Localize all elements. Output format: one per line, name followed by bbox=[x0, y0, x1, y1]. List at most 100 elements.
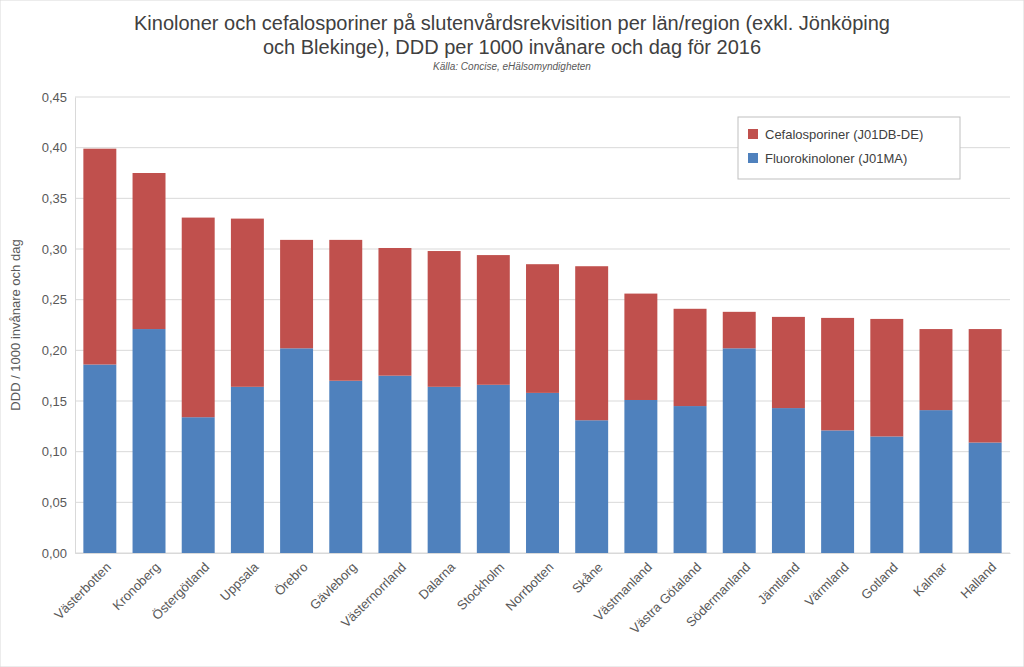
x-tick: Norrbotten bbox=[503, 553, 557, 614]
y-tick: 0,45 bbox=[42, 90, 75, 105]
x-tick-label: Gävleborg bbox=[307, 560, 360, 613]
x-tick: Skåne bbox=[569, 553, 606, 596]
x-tick: Kalmar bbox=[910, 553, 950, 599]
x-tick-label: Kalmar bbox=[910, 559, 950, 599]
bar bbox=[920, 410, 953, 553]
bar bbox=[477, 255, 510, 385]
x-tick-label: Värmland bbox=[802, 560, 852, 610]
x-tick-label: Gotland bbox=[858, 560, 901, 603]
bar bbox=[870, 436, 903, 553]
bar bbox=[182, 218, 215, 418]
x-tick-label: Jämtland bbox=[755, 560, 803, 608]
x-tick: Jämtland bbox=[755, 553, 803, 607]
plot: 0,000,050,100,150,200,250,300,350,400,45… bbox=[42, 90, 1011, 637]
title-line: och Blekinge), DDD per 1000 invånare och… bbox=[263, 36, 761, 58]
y-tick-label: 0,05 bbox=[42, 495, 67, 510]
grid-line bbox=[75, 249, 1010, 250]
y-tick-label: 0,45 bbox=[42, 90, 67, 105]
y-tick: 0,00 bbox=[42, 546, 75, 561]
x-tick: Gävleborg bbox=[307, 553, 360, 613]
legend-swatch bbox=[748, 129, 758, 139]
x-tick: Dalarna bbox=[415, 553, 458, 602]
y-tick-label: 0,20 bbox=[42, 343, 67, 358]
grid-line bbox=[75, 97, 1010, 98]
grid bbox=[75, 97, 1010, 553]
bar bbox=[231, 387, 264, 553]
x-tick-label: Uppsala bbox=[217, 559, 262, 604]
y-tick: 0,15 bbox=[42, 394, 75, 409]
y-tick: 0,25 bbox=[42, 292, 75, 307]
x-tick-label: Dalarna bbox=[415, 559, 458, 602]
bar bbox=[969, 443, 1002, 553]
y-tick-label: 0,35 bbox=[42, 191, 67, 206]
bar bbox=[821, 430, 854, 553]
bar bbox=[723, 348, 756, 553]
x-tick: Västerbotten bbox=[51, 553, 114, 622]
title: Kinoloner och cefalosporiner på slutenvå… bbox=[134, 12, 890, 58]
x-tick: Stockholm bbox=[454, 553, 508, 613]
x-tick: Västernorrland bbox=[338, 553, 409, 630]
bar bbox=[280, 240, 313, 348]
bar bbox=[83, 365, 116, 553]
y-axis-line bbox=[75, 98, 76, 554]
title-line: Kinoloner och cefalosporiner på slutenvå… bbox=[134, 12, 890, 34]
bar bbox=[133, 173, 166, 329]
bar bbox=[674, 406, 707, 553]
y-tick-label: 0,00 bbox=[42, 546, 67, 561]
y-axis-title: DDD / 1000 invånare och dag bbox=[8, 239, 23, 410]
background bbox=[0, 0, 1024, 667]
grid-line bbox=[75, 198, 1010, 199]
bar bbox=[133, 329, 166, 553]
bar bbox=[329, 381, 362, 553]
y-tick: 0,35 bbox=[42, 191, 75, 206]
bar bbox=[378, 248, 411, 376]
y-tick: 0,10 bbox=[42, 444, 75, 459]
y-tick: 0,20 bbox=[42, 343, 75, 358]
legend: Cefalosporiner (J01DB-DE) Fluorokinoloner… bbox=[738, 117, 960, 179]
x-tick: Värmland bbox=[802, 553, 852, 609]
y-tick: 0,05 bbox=[42, 495, 75, 510]
bar bbox=[920, 329, 953, 410]
bar bbox=[624, 400, 657, 553]
x-tick: Halland bbox=[957, 553, 999, 601]
subtitle: Källa: Concise, eHälsomyndigheten bbox=[433, 61, 591, 72]
legend-label: Cefalosporiner (J01DB-DE) bbox=[765, 127, 923, 142]
bar bbox=[329, 240, 362, 381]
x-tick-label: Södermanland bbox=[683, 560, 753, 630]
bar bbox=[969, 329, 1002, 442]
bar bbox=[182, 417, 215, 553]
bar bbox=[83, 149, 116, 365]
bar bbox=[772, 317, 805, 408]
x-tick: Uppsala bbox=[217, 553, 262, 604]
x-axis-line bbox=[76, 553, 1011, 554]
x-tick-label: Skåne bbox=[569, 560, 606, 597]
bar bbox=[575, 420, 608, 553]
y-axis: 0,000,050,100,150,200,250,300,350,400,45 bbox=[42, 90, 76, 561]
x-tick: Örebro bbox=[271, 553, 310, 599]
bar bbox=[477, 385, 510, 553]
bar bbox=[526, 393, 559, 553]
x-tick: Kronoberg bbox=[110, 553, 164, 613]
series bbox=[83, 149, 1001, 443]
x-tick-label: Halland bbox=[957, 560, 999, 602]
y-tick: 0,30 bbox=[42, 242, 75, 257]
bar bbox=[723, 312, 756, 348]
legend-box bbox=[738, 117, 960, 179]
x-tick: Östergötland bbox=[149, 553, 212, 623]
bar bbox=[526, 264, 559, 393]
bar bbox=[378, 376, 411, 553]
bar bbox=[428, 387, 461, 553]
bar bbox=[231, 219, 264, 387]
x-tick-label: Västerbotten bbox=[51, 560, 114, 623]
y-tick-label: 0,10 bbox=[42, 444, 67, 459]
chart: Kinoloner och cefalosporiner på slutenvå… bbox=[0, 0, 1024, 667]
x-tick-label: Norrbotten bbox=[503, 560, 557, 614]
bar bbox=[280, 348, 313, 553]
bar bbox=[428, 251, 461, 387]
y-tick-label: 0,15 bbox=[42, 394, 67, 409]
x-axis: VästerbottenKronobergÖstergötlandUppsala… bbox=[51, 553, 1010, 637]
bar bbox=[772, 408, 805, 553]
legend-label: Fluorokinoloner (J01MA) bbox=[765, 151, 907, 166]
bar bbox=[870, 319, 903, 437]
legend-swatch bbox=[748, 153, 758, 163]
